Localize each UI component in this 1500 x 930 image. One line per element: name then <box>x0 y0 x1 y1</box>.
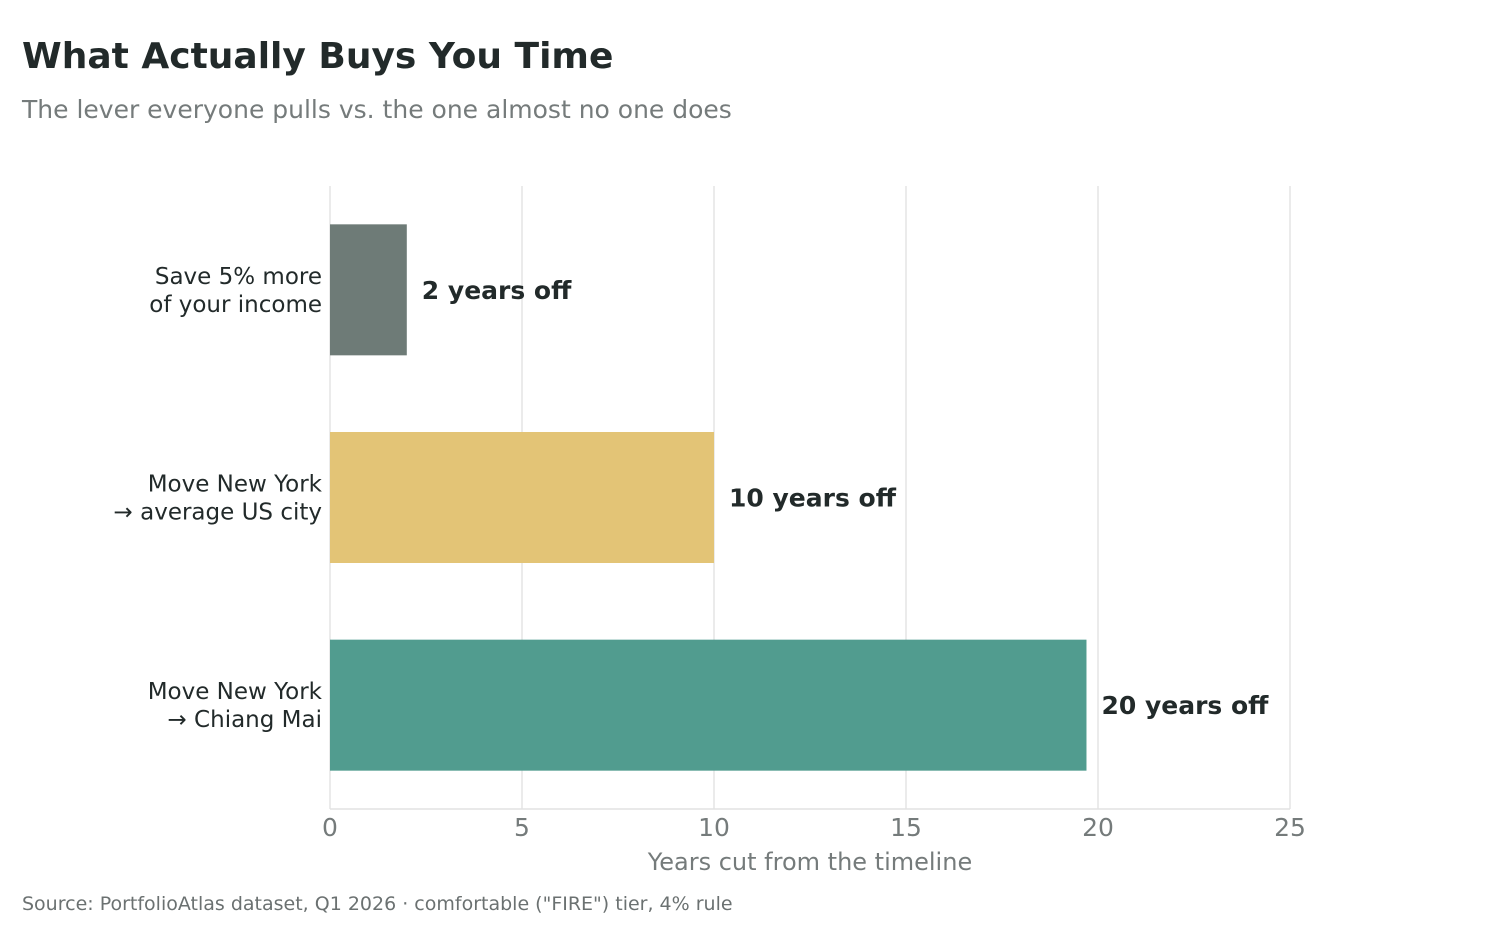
x-tick-label: 15 <box>890 813 922 842</box>
source-note: Source: PortfolioAtlas dataset, Q1 2026 … <box>22 893 733 915</box>
data-label: 10 years off <box>729 484 897 513</box>
category-label: Move New York → average US city <box>114 472 323 526</box>
x-tick-label: 5 <box>514 813 530 842</box>
bar <box>330 639 1087 771</box>
x-axis-label: Years cut from the timeline <box>647 848 972 876</box>
data-label: 2 years off <box>422 276 572 305</box>
x-tick-label: 20 <box>1082 813 1114 842</box>
axis-layer: 0 5 10 15 20 25 <box>322 808 1306 842</box>
category-label: Save 5% more of your income <box>149 264 322 318</box>
category-label: Move New York → Chiang Mai <box>148 679 323 733</box>
bars-layer <box>330 224 1087 771</box>
chart-title: What Actually Buys You Time <box>22 36 614 77</box>
data-label: 20 years off <box>1101 691 1269 720</box>
chart-subtitle: The lever everyone pulls vs. the one alm… <box>22 95 732 124</box>
bar <box>330 224 407 356</box>
x-tick-label: 25 <box>1274 813 1306 842</box>
bar <box>330 432 714 563</box>
x-tick-label: 0 <box>322 813 338 842</box>
labels-layer: 2 years off Save 5% more of your income 10 … <box>114 264 1270 733</box>
x-tick-label: 10 <box>698 813 730 842</box>
